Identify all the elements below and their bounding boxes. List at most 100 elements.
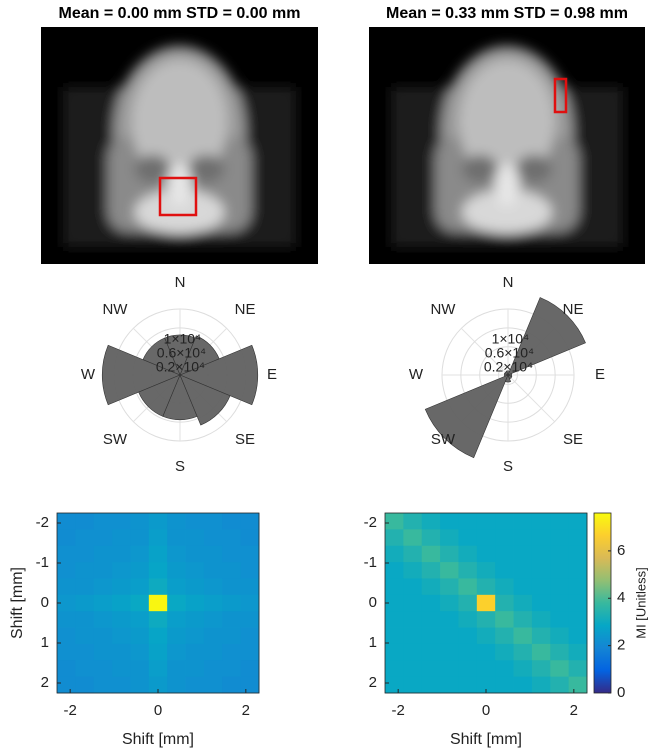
heatmap-cell	[222, 677, 241, 694]
heatmap-cell	[241, 677, 260, 694]
heatmap-cell	[130, 677, 149, 694]
heatmap-cell	[57, 628, 76, 645]
heatmap-cell	[550, 562, 569, 579]
heatmap-cell	[403, 611, 422, 628]
heatmap-cell	[57, 562, 76, 579]
heatmap-cell	[422, 529, 441, 546]
heatmap-cell	[385, 529, 404, 546]
heatmap-cell	[94, 628, 113, 645]
direction-label: SE	[563, 431, 583, 448]
heatmap-cell	[130, 562, 149, 579]
heatmap-cell	[514, 628, 533, 645]
heatmap-cell	[385, 546, 404, 563]
heatmap-cell	[167, 578, 186, 595]
direction-label: SW	[431, 431, 456, 448]
heatmap-cell	[167, 611, 186, 628]
heatmap-cell	[186, 644, 205, 661]
heatmap-cell	[94, 513, 113, 530]
heatmap-cell	[75, 660, 94, 677]
heatmap-cell	[550, 529, 569, 546]
heatmap-cell	[75, 562, 94, 579]
heatmap-cell	[458, 562, 477, 579]
heatmap-cell	[149, 578, 168, 595]
heatmap-cell	[75, 546, 94, 563]
polar-tick-label: 0.2×10⁴	[484, 359, 533, 375]
direction-label: S	[175, 458, 185, 475]
heatmap-cell	[94, 677, 113, 694]
heatmap-cell	[458, 578, 477, 595]
heatmap-cell	[57, 677, 76, 694]
heatmap-cell	[495, 546, 514, 563]
heatmap-cell	[403, 578, 422, 595]
heatmap-cell	[130, 660, 149, 677]
colorbar	[594, 513, 611, 693]
x-tick-label: 0	[154, 702, 162, 719]
heatmap-cell	[241, 628, 260, 645]
heatmap-cell	[569, 677, 588, 694]
heatmap-cell	[94, 644, 113, 661]
heatmap-cell	[167, 660, 186, 677]
heatmap-cell	[550, 644, 569, 661]
heatmap-cell	[186, 546, 205, 563]
heatmap-cell	[57, 611, 76, 628]
heatmap-cell	[112, 562, 131, 579]
heatmap-cell	[204, 595, 223, 612]
figure: Mean = 0.00 mm STD = 0.00 mmMean = 0.33 …	[0, 0, 656, 750]
heatmap-cell	[57, 513, 76, 530]
heatmap-cell	[458, 546, 477, 563]
heatmap-cell	[112, 628, 131, 645]
heatmap-cell	[422, 595, 441, 612]
heatmap-cell	[532, 546, 551, 563]
heatmap-cell	[241, 660, 260, 677]
heatmap-cell	[57, 546, 76, 563]
heatmap-cell	[403, 677, 422, 694]
heatmap-cell	[222, 513, 241, 530]
y-tick-label: -2	[36, 514, 49, 531]
heatmap-cell	[241, 513, 260, 530]
heatmap-cell	[204, 611, 223, 628]
y-tick-label: 0	[41, 594, 49, 611]
y-tick-label: -1	[36, 554, 49, 571]
orbit-left	[462, 155, 498, 183]
heatmap-cell	[112, 660, 131, 677]
heatmap-cell	[477, 578, 496, 595]
heatmap-cell	[204, 628, 223, 645]
nasal	[168, 163, 192, 207]
heatmap-cell	[204, 644, 223, 661]
x-axis-label: Shift [mm]	[122, 731, 194, 748]
heatmap-cell	[440, 578, 459, 595]
heatmap-cell	[204, 562, 223, 579]
heatmap-cell	[57, 644, 76, 661]
heatmap-cell	[222, 595, 241, 612]
x-tick-label: -2	[64, 702, 77, 719]
heatmap-cell	[477, 562, 496, 579]
direction-label: W	[409, 366, 424, 383]
heatmap-cell	[458, 595, 477, 612]
heatmap-cell	[440, 660, 459, 677]
heatmap-cell	[149, 644, 168, 661]
x-tick-label: 2	[570, 702, 578, 719]
direction-label: S	[503, 458, 513, 475]
panel-title: Mean = 0.00 mm STD = 0.00 mm	[59, 5, 301, 22]
heatmap-cell	[149, 595, 168, 612]
heatmap-cell	[495, 529, 514, 546]
heatmap-cell	[422, 611, 441, 628]
heatmap-cell	[112, 513, 131, 530]
x-tick-label: 2	[242, 702, 250, 719]
heatmap-cell	[186, 660, 205, 677]
heatmap-cell	[440, 677, 459, 694]
direction-label: E	[267, 366, 277, 383]
heatmap-cell	[186, 628, 205, 645]
heatmap-cell	[550, 578, 569, 595]
heatmap-cell	[94, 529, 113, 546]
heatmap-cell	[385, 513, 404, 530]
heatmap-cell	[495, 628, 514, 645]
heatmap-cell	[403, 529, 422, 546]
heatmap-cell	[569, 644, 588, 661]
heatmap-cell	[222, 546, 241, 563]
heatmap-cell	[477, 595, 496, 612]
heatmap-cell	[440, 595, 459, 612]
colorbar-tick-label: 0	[617, 684, 625, 701]
heatmap-cell	[440, 529, 459, 546]
heatmap-cell	[385, 628, 404, 645]
